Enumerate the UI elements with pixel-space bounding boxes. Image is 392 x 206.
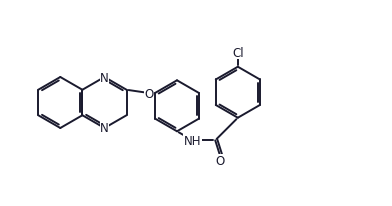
Text: Cl: Cl — [232, 47, 244, 60]
Text: O: O — [145, 87, 154, 100]
Text: N: N — [100, 71, 109, 84]
Text: O: O — [216, 155, 225, 167]
Text: N: N — [100, 122, 109, 135]
Text: NH: NH — [184, 134, 201, 147]
